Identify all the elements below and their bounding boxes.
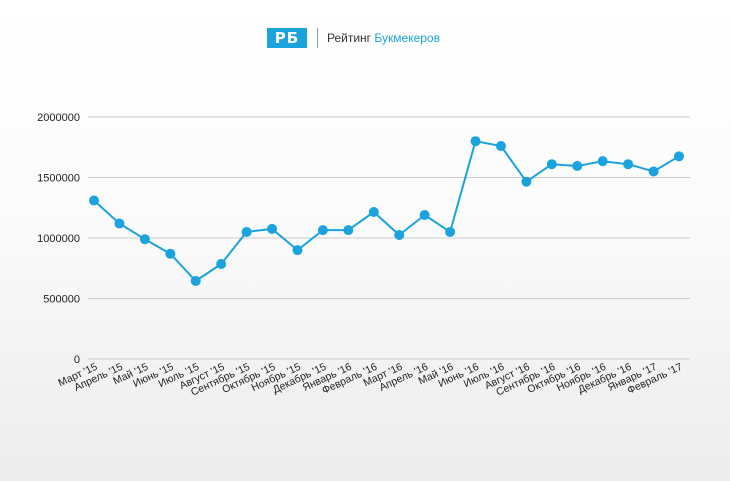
y-tick-label: 1500000 [37,173,80,185]
data-point [343,225,354,236]
data-point [114,218,125,229]
data-point [445,226,456,237]
data-point [623,159,634,170]
chart-series [89,136,684,286]
brand-logo-mark: РБ [267,28,307,48]
data-point [597,156,608,167]
data-point [241,226,252,237]
chart-gridlines [88,116,690,360]
y-tick-label: 1000000 [37,233,80,245]
data-point [495,141,506,152]
data-point [419,210,430,221]
data-point [190,275,201,286]
data-point [521,176,532,187]
y-tick-label: 0 [74,354,80,366]
data-point [546,159,557,170]
data-point [648,166,659,177]
data-point [165,248,176,259]
y-tick-label: 2000000 [37,112,80,124]
data-point [89,195,99,206]
brand-name-part1: Рейтинг [327,31,372,45]
data-point [292,245,303,256]
data-point [317,225,328,236]
brand-logo: РБ Рейтинг Букмекеров [267,27,440,49]
data-point [394,229,405,240]
brand-divider [317,28,318,48]
data-point [572,161,583,172]
series-line [93,140,680,282]
brand-name-part2: Букмекеров [374,31,440,45]
data-point [368,206,379,217]
y-axis-ticks: 0 500000 1000000 1500000 2000000 [37,112,80,366]
y-tick-label: 500000 [43,294,80,306]
data-point [470,136,481,147]
data-point [139,234,150,245]
data-point [267,223,278,234]
data-point [216,259,227,270]
data-point [674,151,684,162]
brand-name: Рейтинг Букмекеров [327,31,440,45]
